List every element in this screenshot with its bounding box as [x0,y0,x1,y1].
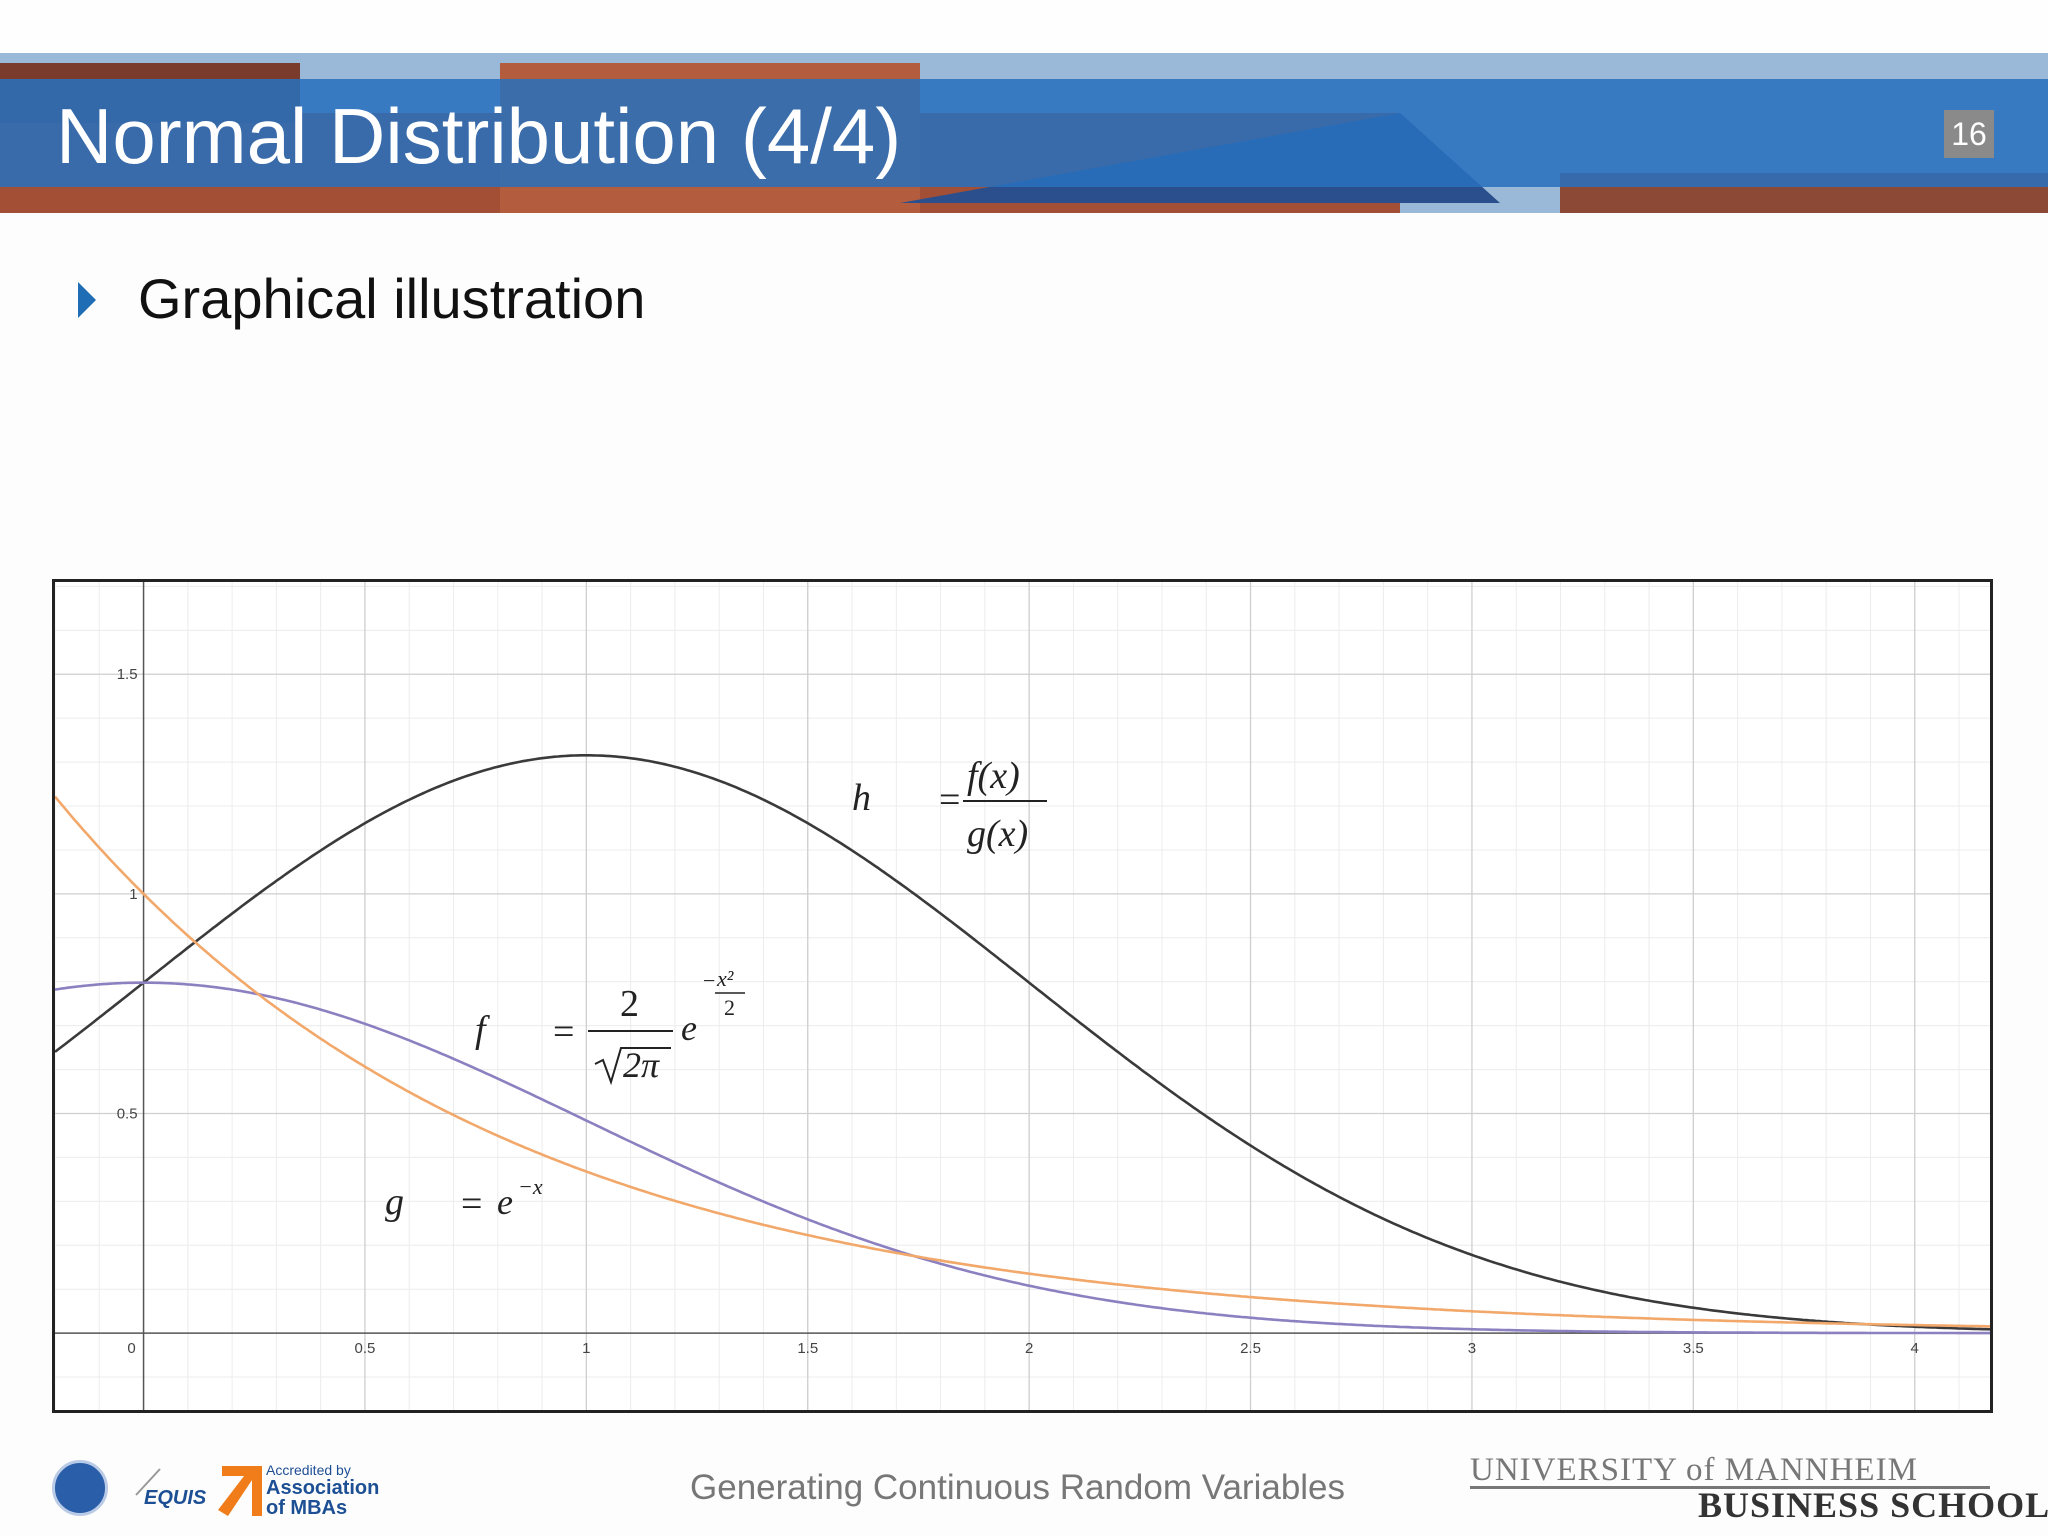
annotation-f-den: 2π [623,1045,660,1085]
bullet-arrow-icon [78,282,96,318]
curve-g [55,795,1990,1328]
axes [55,582,1990,1410]
top-margin [0,0,2048,53]
x-tick-label: 2 [1025,1340,1033,1357]
annotation-f-num: 2 [620,983,639,1025]
amba-label-1: Association [266,1477,380,1499]
aacsb-logo [52,1460,108,1516]
annotation-f-exp-num: x² [716,966,734,991]
y-tick-label: 1 [129,886,137,903]
footer-title: Generating Continuous Random Variables [690,1468,1346,1507]
slide-number: 16 [1944,110,1994,158]
annotation-h: h = f(x) g(x) [852,755,1047,855]
x-tick-label: 0 [127,1340,135,1357]
svg-text:=: = [939,779,960,821]
annotation-h-num: f(x) [967,755,1020,797]
amba-label-2: of MBAs [266,1497,348,1519]
amba-logo: Accredited by Association of MBAs [218,1462,379,1520]
annotation-f-lhs: f [475,1009,490,1051]
university-rule [1470,1486,1990,1489]
annotation-g-exp: −x [518,1174,543,1199]
annotation-f-exp-den: 2 [724,995,735,1020]
annotation-g-base: e [497,1182,513,1222]
business-school-name: BUSINESS SCHOOL [1698,1485,2048,1525]
svg-text:=: = [553,1011,574,1053]
bullet-text: Graphical illustration [138,267,646,330]
grid-major [55,582,1990,1410]
svg-text:−: − [703,968,715,993]
x-tick-label: 2.5 [1240,1340,1261,1357]
tick-labels: 0 0.5 1 1.5 2 2.5 3 3.5 4 0.5 1 1.5 [117,666,1919,1357]
annotation-g-lhs: g [385,1181,404,1223]
y-tick-label: 1.5 [117,666,138,683]
curves [55,754,1990,1335]
svg-text:=: = [461,1183,482,1225]
annotation-g: g = e −x [385,1174,543,1225]
annotation-h-den: g(x) [967,813,1028,855]
y-tick-label: 0.5 [117,1106,138,1123]
x-tick-label: 1 [582,1340,590,1357]
annotation-h-lhs: h [852,777,871,819]
x-tick-label: 1.5 [797,1340,818,1357]
curve-h [55,754,1990,1331]
x-tick-label: 0.5 [355,1340,376,1357]
x-tick-label: 3 [1468,1340,1476,1357]
x-tick-label: 4 [1911,1340,1919,1357]
amba-text: Accredited by Association of MBAs [266,1462,379,1518]
curve-f [55,981,1990,1335]
amba-small-label: Accredited by [266,1462,351,1478]
university-name: UNIVERSITY of MANNHEIM [1470,1452,1918,1488]
slide-title: Normal Distribution (4/4) [56,92,902,180]
function-plot: 0 0.5 1 1.5 2 2.5 3 3.5 4 0.5 1 1.5 h = f(x) g(x) f… [55,582,1990,1410]
annotation-f-exp-base: e [681,1008,697,1048]
x-tick-label: 3.5 [1683,1340,1704,1357]
equis-label: EQUIS [144,1487,207,1509]
grid-minor [55,582,1990,1410]
equis-logo: EQUIS [130,1465,210,1521]
title-band [0,79,2048,187]
